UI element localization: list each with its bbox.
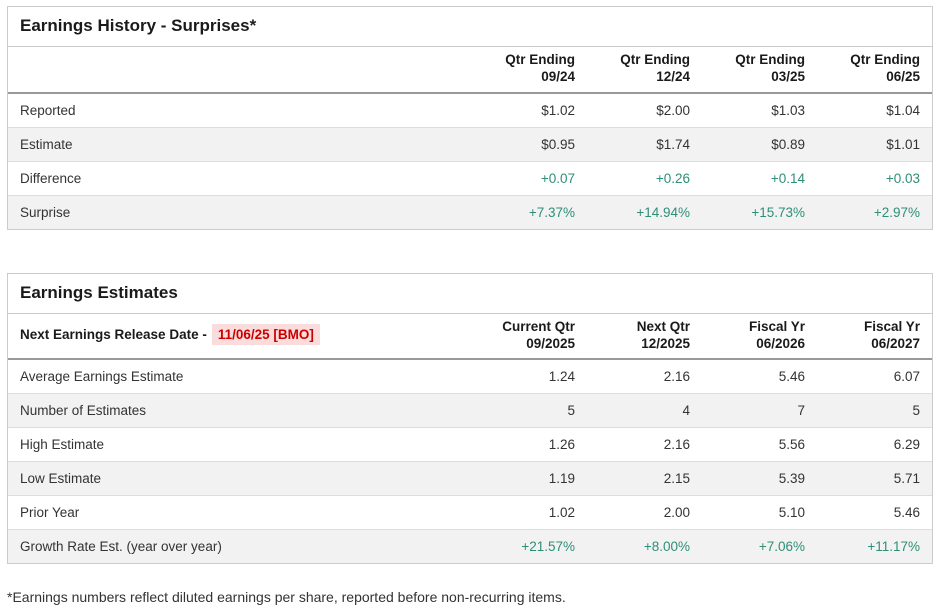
cell-value-positive: +8.00% (587, 529, 702, 564)
cell-value-positive: +0.03 (817, 160, 932, 196)
table-row-estimate: Estimate $0.95 $1.74 $0.89 $1.01 (8, 126, 932, 162)
cell-value-positive: +0.26 (587, 160, 702, 196)
cell-value: $1.01 (817, 126, 932, 162)
earnings-footnote: *Earnings numbers reflect diluted earnin… (7, 589, 566, 606)
cell-value-positive: +14.94% (587, 194, 702, 229)
cell-value: 6.07 (893, 369, 920, 385)
cell-value: 2.16 (587, 427, 702, 462)
earnings-estimates-table: Next Earnings Release Date -11/06/25 [BM… (8, 312, 932, 564)
cell-value: 2.15 (587, 461, 702, 496)
cell-value: 5 (817, 393, 932, 428)
estimates-header-row: Next Earnings Release Date -11/06/25 [BM… (8, 312, 932, 361)
history-header-empty (8, 45, 472, 94)
row-label: Prior Year (8, 495, 472, 530)
cell-value: 1.02 (472, 495, 587, 530)
cell-value-positive: +2.97% (817, 194, 932, 229)
row-label: Reported (20, 102, 76, 118)
history-col-header: Qtr Ending 09/24 (472, 45, 587, 94)
history-col-header: Qtr Ending 06/25 (817, 45, 932, 94)
table-row-high-estimate: High Estimate 1.26 2.16 5.56 6.29 (8, 427, 932, 462)
cell-value-positive: +11.17% (817, 529, 932, 564)
cell-value: $1.03 (771, 102, 805, 118)
cell-value: 5.10 (702, 495, 817, 530)
cell-value-positive: +7.37% (472, 194, 587, 229)
cell-value: 5.46 (817, 495, 932, 530)
earnings-history-panel: Earnings History - Surprises* Qtr Ending… (7, 6, 933, 230)
row-label: High Estimate (8, 427, 472, 462)
release-date-label: Next Earnings Release Date - (20, 327, 207, 343)
row-label: Number of Estimates (8, 393, 472, 428)
history-header-row: Qtr Ending 09/24 Qtr Ending 12/24 Qtr En… (8, 45, 932, 94)
cell-value: 1.26 (472, 427, 587, 462)
estimates-col-header: Next Qtr 12/2025 (587, 312, 702, 361)
cell-value: 2.00 (587, 495, 702, 530)
history-col-header: Qtr Ending 03/25 (702, 45, 817, 94)
cell-value: $0.89 (702, 126, 817, 162)
table-row-average-estimate: Average Earnings Estimate 1.24 2.16 5.46… (8, 359, 932, 394)
table-row-reported: Reported $1.02 $2.00 $1.03 $1.04 (8, 93, 932, 128)
cell-value: $0.95 (472, 126, 587, 162)
cell-value: 6.29 (817, 427, 932, 462)
cell-value: 5.56 (702, 427, 817, 462)
table-row-number-of-estimates: Number of Estimates 5 4 7 5 (8, 393, 932, 428)
estimates-col-header: Current Qtr 09/2025 (472, 312, 587, 361)
release-date-badge: 11/06/25 [BMO] (211, 324, 320, 346)
cell-value: $1.74 (587, 126, 702, 162)
cell-value: $1.04 (886, 102, 920, 118)
cell-value: 5 (472, 393, 587, 428)
earnings-estimates-panel: Earnings Estimates Next Earnings Release… (7, 272, 933, 565)
estimates-col-header: Fiscal Yr 06/2027 (817, 312, 932, 361)
cell-value: 5.39 (702, 461, 817, 496)
cell-value: 1.24 (548, 369, 575, 385)
row-label: Difference (8, 160, 472, 196)
next-earnings-release: Next Earnings Release Date -11/06/25 [BM… (8, 312, 472, 361)
table-row-difference: Difference +0.07 +0.26 +0.14 +0.03 (8, 160, 932, 196)
history-col-header: Qtr Ending 12/24 (587, 45, 702, 94)
cell-value: 7 (702, 393, 817, 428)
row-label: Surprise (8, 194, 472, 229)
estimates-col-header: Fiscal Yr 06/2026 (702, 312, 817, 361)
cell-value-positive: +21.57% (472, 529, 587, 564)
cell-value: 4 (587, 393, 702, 428)
cell-value: $1.02 (541, 102, 575, 118)
row-label: Estimate (8, 126, 472, 162)
cell-value: 5.71 (817, 461, 932, 496)
table-row-low-estimate: Low Estimate 1.19 2.15 5.39 5.71 (8, 461, 932, 496)
cell-value-positive: +0.07 (472, 160, 587, 196)
cell-value-positive: +0.14 (702, 160, 817, 196)
earnings-history-table: Qtr Ending 09/24 Qtr Ending 12/24 Qtr En… (8, 45, 932, 229)
cell-value-positive: +7.06% (702, 529, 817, 564)
row-label: Growth Rate Est. (year over year) (8, 529, 472, 564)
row-label: Low Estimate (8, 461, 472, 496)
row-label: Average Earnings Estimate (20, 369, 184, 385)
cell-value: 2.16 (663, 369, 690, 385)
cell-value: 5.46 (778, 369, 805, 385)
table-row-prior-year: Prior Year 1.02 2.00 5.10 5.46 (8, 495, 932, 530)
earnings-history-title: Earnings History - Surprises* (20, 16, 257, 35)
table-row-growth-rate: Growth Rate Est. (year over year) +21.57… (8, 529, 932, 564)
cell-value-positive: +15.73% (702, 194, 817, 229)
table-row-surprise: Surprise +7.37% +14.94% +15.73% +2.97% (8, 194, 932, 229)
cell-value: $2.00 (656, 102, 690, 118)
earnings-estimates-title: Earnings Estimates (20, 282, 178, 302)
cell-value: 1.19 (472, 461, 587, 496)
